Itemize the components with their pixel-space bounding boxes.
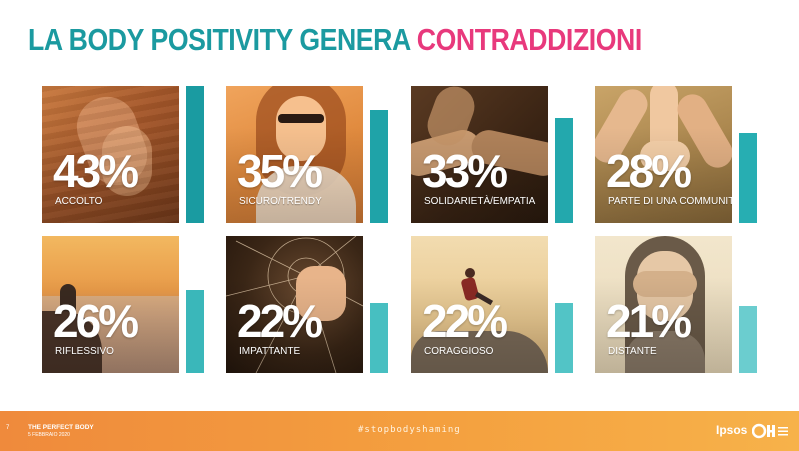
percent-value: 43% (53, 145, 139, 197)
percent-value: 28% (606, 145, 692, 197)
card-label: SOLIDARIETÀ/EMPATIA (424, 196, 536, 207)
sunset-clouds-photo (42, 236, 179, 373)
card-riflessivo: 26% RIFLESSIVO (42, 236, 179, 373)
bar-distante (739, 306, 757, 373)
percent-value: 35% (237, 145, 323, 197)
ipsos-logo: Ipsos (716, 423, 748, 437)
page-number: 7 (6, 425, 10, 431)
card-label: DISTANTE (608, 346, 657, 357)
photo-tint-overlay (411, 236, 548, 373)
card-distante: 21% DISTANTE (595, 236, 732, 373)
hands-holding-photo (42, 86, 179, 223)
card-label: ACCOLTO (55, 196, 103, 207)
bar-sicuro-trendy (370, 110, 388, 223)
title-part-pink: CONTRADDIZIONI (416, 22, 642, 57)
photo-tint-overlay (226, 86, 363, 223)
card-sicuro-trendy: 35% SICURO/TRENDY (226, 86, 363, 223)
card-coraggioso: 22% CORAGGIOSO (411, 236, 548, 373)
percent-value: 22% (237, 295, 323, 347)
photo-tint-overlay (411, 86, 548, 223)
percent-value: 21% (606, 295, 692, 347)
jumping-person-photo (411, 236, 548, 373)
card-label: PARTE DI UNA COMMUNITY (608, 196, 732, 207)
card-parte-di-una-community: 28% PARTE DI UNA COMMUNITY (595, 86, 732, 223)
percent-value: 26% (53, 295, 139, 347)
photo-tint-overlay (42, 86, 179, 223)
bar-impattante (370, 303, 388, 373)
card-accolto: 43% ACCOLTO (42, 86, 179, 223)
face-covered-photo (595, 236, 732, 373)
page-title: LA BODY POSITIVITY GENERA CONTRADDIZIONI (28, 20, 642, 60)
bar-riflessivo (186, 290, 204, 373)
hands-star-photo (595, 86, 732, 223)
photo-tint-overlay (595, 86, 732, 223)
bar-solidarieta-empatia (555, 118, 573, 223)
bar-accolto (186, 86, 204, 223)
footer-title: THE PERFECT BODY (28, 424, 94, 431)
card-label: RIFLESSIVO (55, 346, 114, 357)
card-solidarieta-empatia: 33% SOLIDARIETÀ/EMPATIA (411, 86, 548, 223)
fist-glass-photo (226, 236, 363, 373)
footer-bar: 7 THE PERFECT BODY 5 FEBBRAIO 2020 #stop… (0, 411, 799, 451)
bar-parte-di-una-community (739, 133, 757, 223)
hashtag-text: #stopbodyshaming (358, 425, 461, 435)
title-part-teal: LA BODY POSITIVITY GENERA (28, 22, 410, 57)
oh-logo-icon (752, 423, 788, 439)
percent-value: 22% (422, 295, 508, 347)
photo-tint-overlay (42, 236, 179, 373)
photo-tint-overlay (595, 236, 732, 373)
percent-value: 33% (422, 145, 508, 197)
photo-tint-overlay (226, 236, 363, 373)
card-impattante: 22% IMPATTANTE (226, 236, 363, 373)
card-label: SICURO/TRENDY (239, 196, 322, 207)
card-label: CORAGGIOSO (424, 346, 494, 357)
bar-coraggioso (555, 303, 573, 373)
woman-sunglasses-photo (226, 86, 363, 223)
footer-date: 5 FEBBRAIO 2020 (28, 432, 70, 438)
card-label: IMPATTANTE (239, 346, 301, 357)
joined-hands-photo (411, 86, 548, 223)
